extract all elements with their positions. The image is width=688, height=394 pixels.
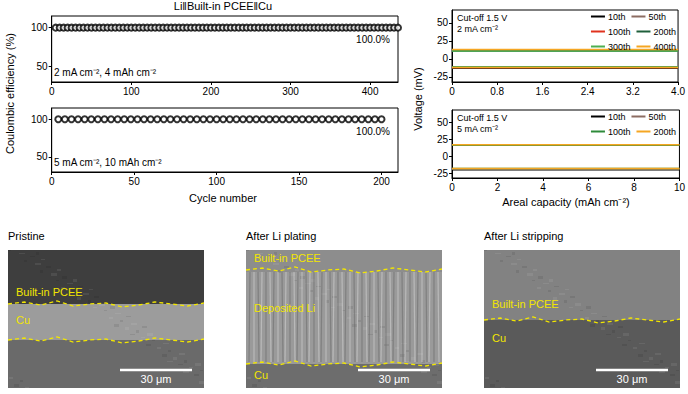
html-text:Li‖Built-in PCEE‖Cu: Li‖Built-in PCEE‖Cu	[173, 0, 273, 12]
svg-text:5 mA cm⁻²: 5 mA cm⁻²	[457, 124, 498, 134]
svg-text:5 mA cm⁻², 10 mAh cm⁻²: 5 mA cm⁻², 10 mAh cm⁻²	[54, 157, 162, 168]
html-text:Coulombic efficiency (%): Coulombic efficiency (%)	[4, 33, 16, 154]
svg-text:0: 0	[449, 182, 455, 193]
svg-text:100: 100	[31, 22, 48, 33]
svg-text:0: 0	[442, 53, 448, 64]
svg-text:50: 50	[37, 61, 49, 72]
svg-text:25: 25	[437, 35, 449, 46]
svg-text:100th: 100th	[608, 127, 631, 137]
svg-text:200th: 200th	[653, 127, 676, 137]
svg-text:Built-in PCEE: Built-in PCEE	[16, 286, 83, 298]
svg-text:100: 100	[208, 176, 225, 187]
svg-text:200: 200	[203, 86, 220, 97]
svg-text:1.6: 1.6	[535, 86, 549, 97]
svg-text:100: 100	[123, 86, 140, 97]
svg-text:100: 100	[31, 114, 48, 125]
svg-text:0: 0	[49, 86, 55, 97]
svg-text:50: 50	[437, 17, 449, 28]
svg-text:Cu: Cu	[254, 369, 268, 381]
svg-text:50th: 50th	[648, 112, 666, 122]
svg-text:Built-in PCEE: Built-in PCEE	[492, 298, 559, 310]
svg-text:150: 150	[291, 176, 308, 187]
svg-text:50th: 50th	[648, 12, 666, 22]
svg-text:10th: 10th	[608, 12, 626, 22]
svg-text:4: 4	[540, 182, 546, 193]
svg-text:30 μm: 30 μm	[379, 373, 410, 385]
svg-text:50: 50	[129, 176, 141, 187]
svg-text:100th: 100th	[608, 27, 631, 37]
svg-text:-25: -25	[434, 71, 449, 82]
svg-text:10: 10	[674, 182, 686, 193]
svg-text:Cu: Cu	[492, 332, 506, 344]
svg-text:50: 50	[37, 151, 49, 162]
svg-text:200: 200	[373, 176, 390, 187]
svg-text:2 mA cm⁻², 4 mAh cm⁻²: 2 mA cm⁻², 4 mAh cm⁻²	[54, 67, 157, 78]
svg-text:100.0%: 100.0%	[356, 34, 390, 45]
svg-text:Deposited Li: Deposited Li	[254, 302, 315, 314]
html-text:Cycle number: Cycle number	[189, 192, 257, 204]
svg-text:2.4: 2.4	[581, 86, 595, 97]
svg-text:8: 8	[631, 182, 637, 193]
svg-text:0: 0	[49, 176, 55, 187]
svg-text:0.8: 0.8	[490, 86, 504, 97]
svg-text:After Li plating: After Li plating	[246, 230, 316, 242]
svg-text:25: 25	[437, 134, 449, 145]
svg-text:Cut-off 1.5 V: Cut-off 1.5 V	[457, 13, 507, 23]
svg-text:200th: 200th	[653, 27, 676, 37]
svg-text:30 μm: 30 μm	[617, 373, 648, 385]
svg-text:2: 2	[495, 182, 501, 193]
svg-text:Cu: Cu	[16, 314, 30, 326]
svg-text:Built-in PCEE: Built-in PCEE	[254, 252, 321, 264]
svg-text:-25: -25	[434, 168, 449, 179]
svg-text:50: 50	[437, 117, 449, 128]
svg-text:6: 6	[586, 182, 592, 193]
svg-text:0: 0	[449, 86, 455, 97]
svg-text:Pristine: Pristine	[8, 230, 45, 242]
svg-text:300th: 300th	[608, 42, 631, 52]
html-text:Voltage (mV): Voltage (mV)	[412, 67, 424, 131]
svg-text:0: 0	[442, 151, 448, 162]
svg-text:400: 400	[362, 86, 379, 97]
svg-text:100.0%: 100.0%	[356, 126, 390, 137]
svg-text:Cut-off 1.5 V: Cut-off 1.5 V	[457, 113, 507, 123]
svg-text:2 mA cm⁻²: 2 mA cm⁻²	[457, 24, 498, 34]
svg-text:300: 300	[282, 86, 299, 97]
svg-text:30 μm: 30 μm	[141, 373, 172, 385]
svg-text:400th: 400th	[653, 42, 676, 52]
svg-text:3.2: 3.2	[626, 86, 640, 97]
html-text:Areal capacity (mAh cm⁻²): Areal capacity (mAh cm⁻²)	[502, 196, 630, 208]
svg-text:10th: 10th	[608, 112, 626, 122]
svg-text:After Li stripping: After Li stripping	[484, 230, 563, 242]
svg-text:4.0: 4.0	[671, 86, 685, 97]
